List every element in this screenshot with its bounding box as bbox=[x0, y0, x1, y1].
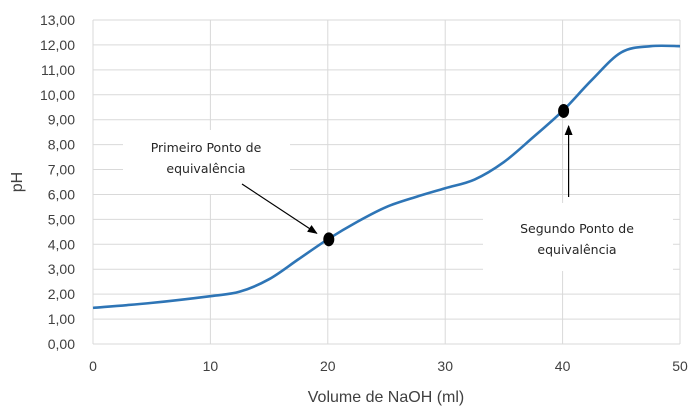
annotation-box bbox=[483, 203, 673, 271]
titration-curve-line bbox=[92, 44, 681, 310]
x-tick-label: 40 bbox=[555, 358, 571, 374]
x-tick-label: 30 bbox=[437, 358, 453, 374]
annotation-label: Segundo Ponto de equivalência bbox=[520, 221, 634, 257]
equivalence-point-marker bbox=[558, 103, 570, 118]
y-tick-label: 9,00 bbox=[48, 112, 75, 128]
y-tick-label: 3,00 bbox=[48, 261, 75, 277]
x-tick-label: 10 bbox=[203, 358, 219, 374]
y-tick-label: 10,00 bbox=[40, 87, 75, 103]
axes: 0,00 1,00 2,00 3,00 4,00 5,00 6,00 7,00 8,00 9,00… bbox=[40, 12, 688, 374]
y-tick-label: 7,00 bbox=[48, 162, 75, 178]
marker-layer bbox=[323, 103, 570, 247]
y-tick-label: 12,00 bbox=[40, 37, 75, 53]
y-tick-label: 13,00 bbox=[40, 12, 75, 28]
y-tick-label: 11,00 bbox=[41, 62, 75, 78]
annotation-arrow bbox=[241, 183, 318, 234]
annotation-backgrounds bbox=[123, 130, 673, 271]
gridlines bbox=[92, 19, 681, 345]
y-tick-label: 1,00 bbox=[48, 311, 75, 327]
y-axis-title: pH bbox=[9, 172, 26, 192]
series-layer bbox=[92, 44, 681, 310]
y-tick-label: 2,00 bbox=[48, 286, 75, 302]
annotation-box bbox=[123, 130, 290, 194]
annotations: Primeiro Ponto de equivalência Segundo Pon… bbox=[151, 124, 634, 257]
x-tick-label: 50 bbox=[672, 358, 688, 374]
y-tick-label: 5,00 bbox=[48, 211, 75, 227]
x-tick-label: 20 bbox=[320, 358, 336, 374]
annotation-label: Primeiro Ponto de equivalência bbox=[151, 140, 262, 176]
equivalence-point-marker bbox=[323, 232, 335, 247]
y-tick-label: 8,00 bbox=[48, 137, 75, 153]
x-tick-label: 0 bbox=[89, 358, 97, 374]
y-tick-label: 0,00 bbox=[48, 336, 75, 352]
x-axis-title: Volume de NaOH (ml) bbox=[308, 389, 465, 406]
y-tick-label: 4,00 bbox=[48, 236, 75, 252]
y-tick-label: 6,00 bbox=[48, 186, 75, 202]
